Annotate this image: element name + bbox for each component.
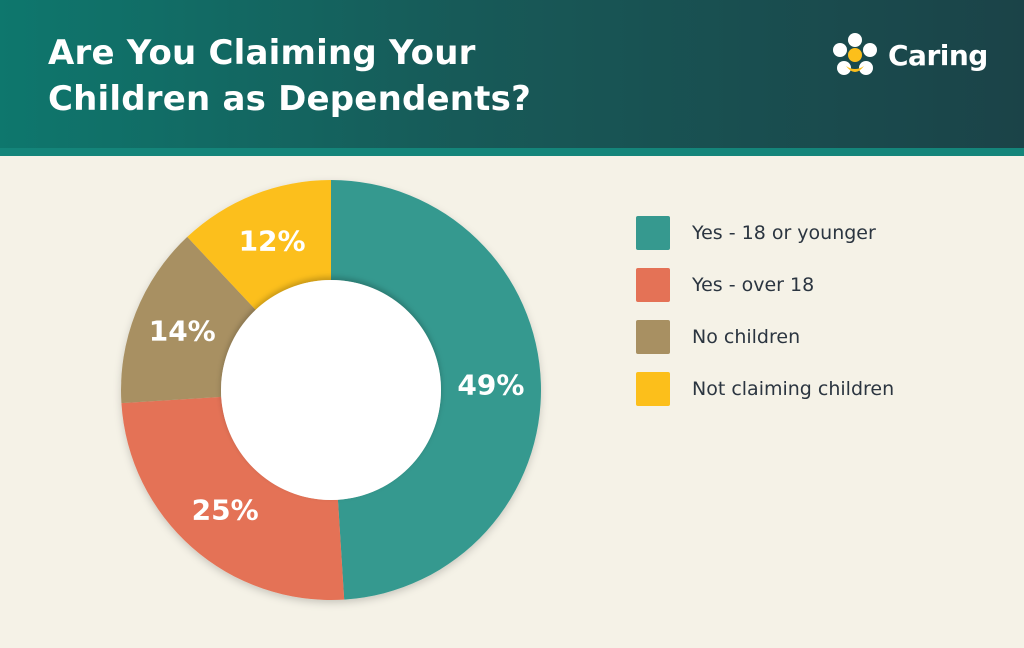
slice-value-label: 49% [457,368,524,401]
legend-label: Not claiming children [692,378,895,400]
legend-swatch [636,320,670,354]
slice-value-label: 12% [239,225,306,258]
header-banner [0,0,1024,148]
donut-slice [121,236,256,404]
donut-slice [331,180,541,600]
slice-value-label: 14% [149,315,216,348]
donut-slice [121,396,345,600]
donut-slice [187,180,331,310]
slice-value-label: 25% [192,494,259,527]
header-divider [0,148,1024,156]
legend-label: Yes - over 18 [692,274,815,296]
title-line-2: Children as Dependents? [48,79,531,119]
legend-item: Yes - over 18 [636,268,894,302]
legend-label: No children [692,326,801,348]
legend-item: No children [636,320,894,354]
chart-legend: Yes - 18 or younger Yes - over 18 No chi… [636,216,894,424]
legend-swatch [636,268,670,302]
legend-item: Not claiming children [636,372,894,406]
caring-logo: Caring [830,30,988,80]
title-line-1: Are You Claiming Your [48,33,476,73]
legend-swatch [636,216,670,250]
donut-chart: 49% 25% 14% 12% [100,170,570,624]
donut-chart-svg: 49% 25% 14% 12% [121,180,541,600]
flower-logo-icon [833,33,877,75]
legend-label: Yes - 18 or younger [692,222,876,244]
donut-hole [221,280,441,500]
page-title: Are You Claiming Your Children as Depend… [48,30,648,122]
brand-name: Caring [888,38,988,72]
legend-swatch [636,372,670,406]
legend-item: Yes - 18 or younger [636,216,894,250]
